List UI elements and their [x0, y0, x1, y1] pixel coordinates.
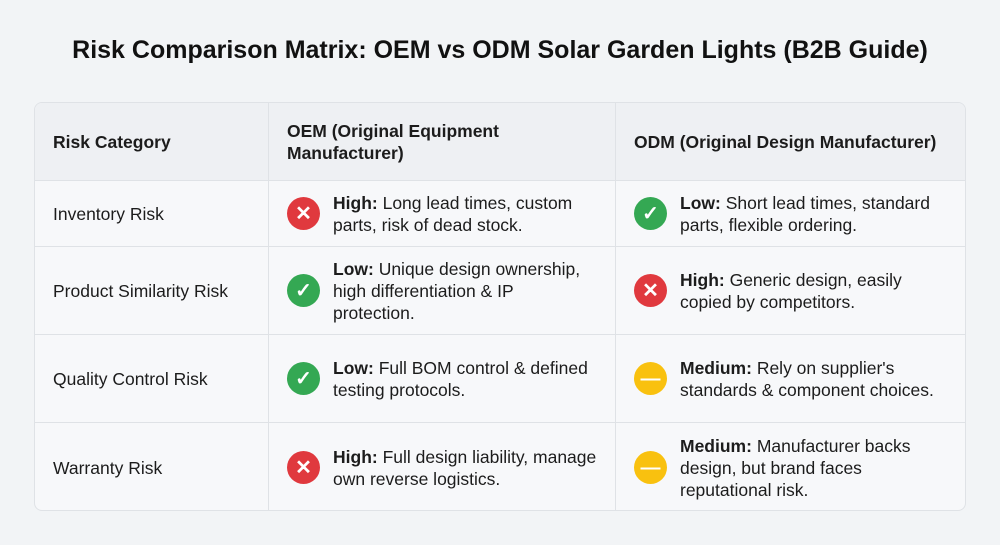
risk-level: Medium:	[680, 435, 752, 456]
check-icon: ✓	[287, 274, 320, 307]
risk-level: Low:	[333, 258, 374, 279]
odm-cell: — Medium: Manufacturer backs design, but…	[616, 423, 965, 510]
page-title: Risk Comparison Matrix: OEM vs ODM Solar…	[72, 36, 928, 64]
risk-text: Unique design ownership, high differenti…	[333, 258, 581, 323]
x-icon: ✕	[287, 451, 320, 484]
minus-icon: —	[634, 451, 667, 484]
check-icon: ✓	[634, 197, 667, 230]
risk-level: High:	[333, 192, 378, 213]
oem-description: Low: Unique design ownership, high diffe…	[333, 258, 597, 324]
risk-text: Long lead times, custom parts, risk of d…	[333, 192, 573, 235]
oem-cell: ✕ High: Long lead times, custom parts, r…	[269, 181, 616, 247]
oem-cell: ✓ Low: Full BOM control & defined testin…	[269, 335, 616, 423]
oem-description: Low: Full BOM control & defined testing …	[333, 357, 597, 401]
x-icon: ✕	[287, 197, 320, 230]
odm-description: High: Generic design, easily copied by c…	[680, 269, 949, 313]
check-icon: ✓	[287, 362, 320, 395]
odm-description: Medium: Rely on supplier's standards & c…	[680, 357, 949, 401]
odm-description: Medium: Manufacturer backs design, but b…	[680, 435, 949, 501]
odm-cell: — Medium: Rely on supplier's standards &…	[616, 335, 965, 423]
header-odm: ODM (Original Design Manufacturer)	[616, 103, 965, 181]
odm-description: Low: Short lead times, standard parts, f…	[680, 192, 949, 236]
risk-level: Medium:	[680, 357, 752, 378]
risk-text: Generic design, easily copied by competi…	[680, 269, 902, 312]
risk-matrix-table: Risk Category OEM (Original Equipment Ma…	[34, 102, 966, 511]
risk-text: Rely on supplier's standards & component…	[680, 357, 934, 400]
oem-description: High: Full design liability, manage own …	[333, 446, 597, 490]
risk-level: Low:	[333, 357, 374, 378]
risk-text: Full design liability, manage own revers…	[333, 446, 597, 489]
table-row-category: Inventory Risk	[35, 181, 269, 247]
oem-description: High: Long lead times, custom parts, ris…	[333, 192, 597, 236]
x-icon: ✕	[634, 274, 667, 307]
risk-level: Low:	[680, 192, 721, 213]
risk-level: High:	[680, 269, 725, 290]
risk-text: Full BOM control & defined testing proto…	[333, 357, 588, 400]
odm-cell: ✓ Low: Short lead times, standard parts,…	[616, 181, 965, 247]
risk-level: High:	[333, 446, 378, 467]
table-row-category: Warranty Risk	[35, 423, 269, 510]
odm-cell: ✕ High: Generic design, easily copied by…	[616, 247, 965, 335]
header-risk-category: Risk Category	[35, 103, 269, 181]
risk-text: Short lead times, standard parts, flexib…	[680, 192, 930, 235]
oem-cell: ✕ High: Full design liability, manage ow…	[269, 423, 616, 510]
risk-text: Manufacturer backs design, but brand fac…	[680, 435, 911, 500]
oem-cell: ✓ Low: Unique design ownership, high dif…	[269, 247, 616, 335]
table-row-category: Product Similarity Risk	[35, 247, 269, 335]
minus-icon: —	[634, 362, 667, 395]
table-row-category: Quality Control Risk	[35, 335, 269, 423]
header-oem: OEM (Original Equipment Manufacturer)	[269, 103, 616, 181]
